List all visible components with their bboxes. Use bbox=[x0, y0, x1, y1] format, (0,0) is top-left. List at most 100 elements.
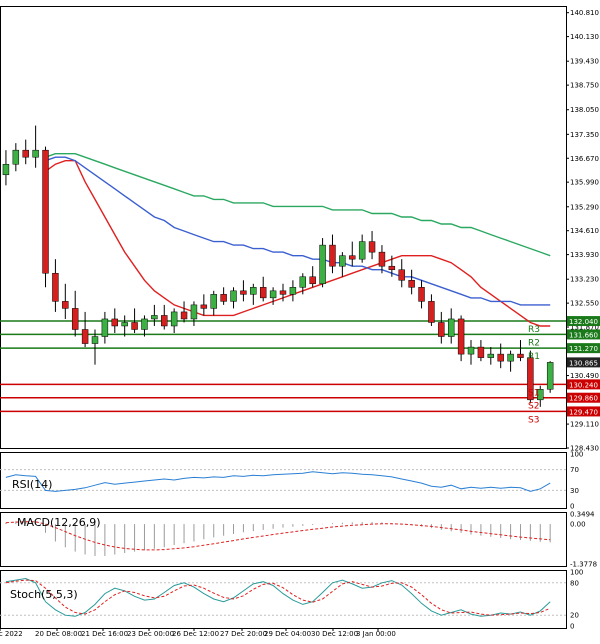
price-tag-label: 130.865 bbox=[569, 359, 598, 367]
macd-tick-label: -1.3778 bbox=[570, 561, 597, 569]
candle-body bbox=[250, 287, 257, 295]
macd-signal-line bbox=[5, 521, 551, 551]
y-tick-label: 129.110 bbox=[570, 421, 599, 429]
y-tick-label: 134.610 bbox=[570, 227, 599, 235]
rsi-tick-label: 100 bbox=[570, 451, 583, 459]
candle-body bbox=[170, 311, 178, 327]
price-tag-box bbox=[567, 343, 600, 354]
pivot-label-r2: R2 bbox=[528, 338, 540, 348]
candle-body bbox=[151, 315, 158, 320]
candle-body bbox=[91, 336, 99, 344]
x-tick-label: 19 Dec 2022 bbox=[0, 630, 23, 638]
pane-frame-macd bbox=[0, 512, 567, 567]
macd-tick-label: 0.00 bbox=[570, 521, 586, 529]
candle-body bbox=[42, 149, 49, 274]
rsi-tick-label: 0 bbox=[570, 503, 574, 511]
price-tag-box bbox=[567, 392, 600, 403]
price-tag-box bbox=[567, 316, 600, 327]
pivot-label-s3: S3 bbox=[528, 415, 539, 425]
stoch-tick-label: 80 bbox=[570, 579, 579, 587]
y-tick-label: 133.930 bbox=[570, 251, 599, 259]
candle-body bbox=[497, 353, 504, 362]
candle-body bbox=[349, 255, 356, 260]
candle-body bbox=[279, 290, 287, 295]
candle-body bbox=[259, 287, 267, 299]
y-tick-label: 135.290 bbox=[570, 203, 599, 211]
candle-body bbox=[418, 287, 425, 302]
candle-body bbox=[111, 318, 119, 327]
pivot-label-s2: S2 bbox=[528, 402, 539, 412]
moving-average-line-2 bbox=[45, 156, 551, 306]
candle-body bbox=[438, 322, 445, 337]
candle-body bbox=[81, 329, 89, 344]
candle-body bbox=[378, 251, 386, 267]
y-tick-label: 133.230 bbox=[570, 276, 599, 284]
candle-body bbox=[537, 389, 544, 401]
price-tag-label: 131.660 bbox=[569, 331, 598, 339]
candle-body bbox=[121, 322, 128, 327]
candle-body bbox=[62, 301, 69, 309]
candle-body bbox=[309, 276, 316, 285]
rsi-tick-label: 70 bbox=[570, 466, 579, 474]
series-layer bbox=[2, 125, 554, 617]
candle-body bbox=[467, 346, 475, 355]
x-tick-label: 20 Dec 08:00 bbox=[35, 630, 82, 638]
candle-body bbox=[487, 353, 495, 358]
macd-tick-label: 0.3494 bbox=[570, 511, 595, 519]
y-tick-label: 140.130 bbox=[570, 33, 599, 41]
candle-body bbox=[289, 287, 297, 295]
stoch-signal-line bbox=[5, 579, 551, 616]
candle-body bbox=[190, 304, 198, 320]
candle-body bbox=[131, 322, 138, 330]
candle-body bbox=[52, 272, 59, 302]
candle-body bbox=[358, 241, 366, 260]
y-tick-label: 135.990 bbox=[570, 179, 599, 187]
y-tick-label: 138.050 bbox=[570, 106, 599, 114]
price-tag-label: 129.470 bbox=[569, 408, 598, 416]
y-tick-label: 136.670 bbox=[570, 155, 599, 163]
candle-body bbox=[447, 318, 455, 337]
candle-body bbox=[517, 353, 524, 358]
pivot-label-r3: R3 bbox=[528, 325, 540, 335]
candle-body bbox=[477, 346, 485, 358]
price-tag-label: 129.860 bbox=[569, 395, 598, 403]
price-tag-label: 131.270 bbox=[569, 345, 598, 353]
rsi-title: RSI(14) bbox=[12, 478, 52, 491]
candle-body bbox=[319, 244, 326, 285]
candle-body bbox=[240, 290, 247, 295]
x-tick-label: 30 Dec 12:00 bbox=[311, 630, 358, 638]
candle-body bbox=[339, 255, 346, 267]
candle-body bbox=[32, 149, 39, 158]
axes-layer: 140.810 140.130 139.430 138.750 138.050 137.3… bbox=[0, 9, 600, 638]
stoch-tick-label: 0 bbox=[570, 623, 574, 631]
stoch-tick-label: 100 bbox=[570, 569, 583, 577]
price-tag-box bbox=[567, 406, 600, 417]
candle-body bbox=[230, 290, 237, 302]
stoch-tick-label: 20 bbox=[570, 612, 579, 620]
y-tick-label: 130.490 bbox=[570, 372, 599, 380]
candle-body bbox=[546, 362, 554, 390]
x-tick-label: 21 Dec 16:00 bbox=[81, 630, 128, 638]
pane-frame-rsi bbox=[0, 452, 567, 509]
candle-body bbox=[71, 308, 79, 330]
candle-body bbox=[368, 241, 376, 253]
pivot-label-r1: R1 bbox=[528, 352, 540, 362]
candle-body bbox=[527, 357, 534, 401]
candle-body bbox=[141, 318, 148, 330]
candle-body bbox=[329, 244, 336, 267]
moving-average-line-3 bbox=[45, 152, 551, 257]
moving-average-line-1 bbox=[45, 159, 551, 327]
candle-body bbox=[457, 318, 465, 355]
candle-body bbox=[200, 304, 208, 309]
y-tick-label: 131.870 bbox=[570, 324, 599, 332]
macd-title: MACD(12,26,9) bbox=[17, 516, 101, 529]
y-tick-label: 138.750 bbox=[570, 82, 599, 90]
candle-body bbox=[408, 280, 415, 288]
y-tick-label: 137.350 bbox=[570, 131, 599, 139]
price-tag-label: 130.240 bbox=[569, 381, 598, 389]
candle-body bbox=[220, 294, 227, 302]
price-tag-box bbox=[567, 329, 600, 340]
